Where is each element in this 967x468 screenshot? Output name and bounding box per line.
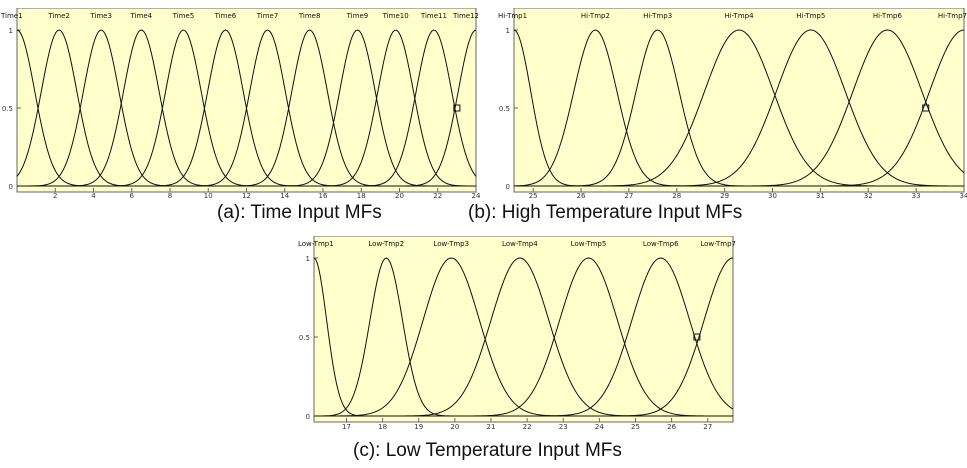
x-tick-label: 34	[960, 192, 967, 200]
caption-high-temp: (b): High Temperature Input MFs	[468, 202, 743, 223]
mf-label: Low-Tmp3	[433, 240, 469, 248]
x-tick-label: 6	[130, 192, 135, 200]
mf-label: Low-Tmp5	[571, 240, 607, 248]
x-tick-label: 21	[487, 423, 496, 431]
x-tick-label: 14	[280, 192, 289, 200]
chart-panel-time: 0 0.5 1 2 4 6 8 10 12 14 16 18 20 22 24 Time1 Time2 Time3…	[0, 8, 480, 200]
x-tick-label: 16	[319, 192, 328, 200]
mf-label: Hi-Tmp3	[643, 12, 672, 20]
mf-label: Low-Tmp7	[700, 240, 736, 248]
x-tick-label: 20	[450, 423, 459, 431]
x-tick-label: 22	[523, 423, 532, 431]
plot-area	[313, 236, 734, 423]
caption-time: (a): Time Input MFs	[217, 202, 382, 223]
plot-area	[513, 8, 965, 193]
selected-point-marker	[453, 104, 461, 112]
mf-label: Hi-Tmp2	[581, 12, 610, 20]
selected-point-marker	[922, 104, 930, 112]
x-tick-label: 17	[342, 423, 351, 431]
mf-label: Hi-Tmp7	[938, 12, 967, 20]
mf-label: Time4	[130, 12, 153, 20]
x-tick-label: 20	[395, 192, 404, 200]
x-tick-label: 23	[559, 423, 568, 431]
x-tick-label: 2	[53, 192, 57, 200]
y-tick-label: 0	[306, 413, 310, 421]
y-tick-label: 1	[306, 255, 310, 263]
mf-label: Time1	[0, 12, 23, 20]
mf-label: Low-Tmp1	[298, 240, 334, 248]
x-tick-label: 30	[768, 192, 777, 200]
x-tick-label: 24	[595, 423, 604, 431]
x-tick-label: 29	[720, 192, 729, 200]
mf-label: Time12	[452, 12, 479, 20]
x-tick-label: 27	[624, 192, 633, 200]
x-tick-label: 22	[433, 192, 442, 200]
mf-label: Time10	[382, 12, 409, 20]
mf-label: Time9	[346, 12, 369, 20]
x-tick-label: 10	[204, 192, 213, 200]
x-tick-label: 12	[242, 192, 251, 200]
mf-label: Time8	[298, 12, 321, 20]
x-tick-label: 26	[577, 192, 586, 200]
mf-label: Low-Tmp4	[502, 240, 538, 248]
mf-label: Hi-Tmp6	[873, 12, 903, 20]
x-tick-label: 24	[472, 192, 480, 200]
mf-label: Hi-Tmp1	[498, 12, 527, 20]
mf-label: Low-Tmp6	[643, 240, 679, 248]
mf-label: Time2	[47, 12, 70, 20]
x-tick-label: 32	[864, 192, 873, 200]
x-tick-label: 8	[168, 192, 172, 200]
x-tick-label: 18	[378, 423, 387, 431]
selected-point-marker	[693, 333, 701, 341]
mf-label: Time3	[89, 12, 112, 20]
mf-label: Time5	[172, 12, 195, 20]
mf-label: Time6	[214, 12, 237, 20]
low-temp-mf-chart: 0 0.5 1 17 18 19 20 21 22 23 24 25 26 27 Low-Tmp1 Low-T…	[298, 236, 736, 431]
mf-curve	[514, 29, 965, 187]
y-tick-label: 0	[9, 183, 13, 191]
mf-label: Hi-Tmp4	[724, 12, 754, 20]
x-tick-label: 19	[414, 423, 423, 431]
x-tick-label: 31	[816, 192, 825, 200]
mf-label: Time7	[256, 12, 279, 20]
x-tick-label: 26	[667, 423, 676, 431]
x-tick-label: 33	[912, 192, 921, 200]
chart-panel-high-temp: 0 0.5 1 25 26 27 28 29 30 31 32 33 34 Hi-Tmp1 Hi-Tmp2 H…	[497, 8, 967, 200]
x-tick-label: 27	[703, 423, 712, 431]
y-tick-label: 1	[9, 27, 13, 35]
plot-area	[16, 8, 477, 193]
mf-label: Low-Tmp2	[368, 240, 404, 248]
caption-low-temp: (c): Low Temperature Input MFs	[353, 440, 622, 461]
x-tick-label: 18	[357, 192, 366, 200]
mf-curve	[314, 257, 734, 417]
y-tick-label: 0.5	[2, 105, 13, 113]
x-tick-label: 4	[91, 192, 96, 200]
chart-panel-low-temp: 0 0.5 1 17 18 19 20 21 22 23 24 25 26 27 Low-Tmp1 Low-T…	[291, 236, 737, 432]
x-tick-label: 25	[631, 423, 640, 431]
mf-label: Time11	[420, 12, 447, 20]
mf-curve	[17, 29, 477, 187]
y-tick-label: 0.5	[299, 334, 310, 342]
mf-label: Hi-Tmp5	[796, 12, 825, 20]
x-tick-label: 28	[672, 192, 681, 200]
x-tick-label: 25	[529, 192, 538, 200]
y-tick-label: 1	[506, 27, 510, 35]
y-tick-label: 0	[506, 183, 510, 191]
high-temp-mf-chart: 0 0.5 1 25 26 27 28 29 30 31 32 33 34 Hi-Tmp1 Hi-Tmp2 H…	[498, 8, 967, 200]
y-tick-label: 0.5	[499, 105, 510, 113]
